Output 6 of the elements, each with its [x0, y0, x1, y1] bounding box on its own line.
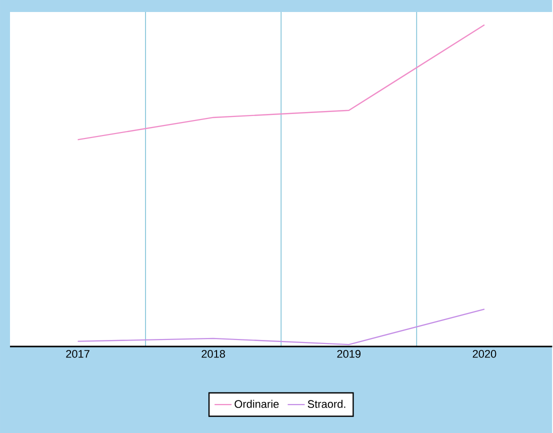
x-tick-label: 2017 [66, 350, 90, 358]
x-tick-label: 2018 [202, 350, 226, 358]
legend-label: Ordinarie [234, 400, 279, 408]
legend-label: Straord. [308, 400, 346, 408]
x-tick-label: 2019 [337, 350, 361, 358]
x-tick-label: 2020 [472, 350, 496, 358]
